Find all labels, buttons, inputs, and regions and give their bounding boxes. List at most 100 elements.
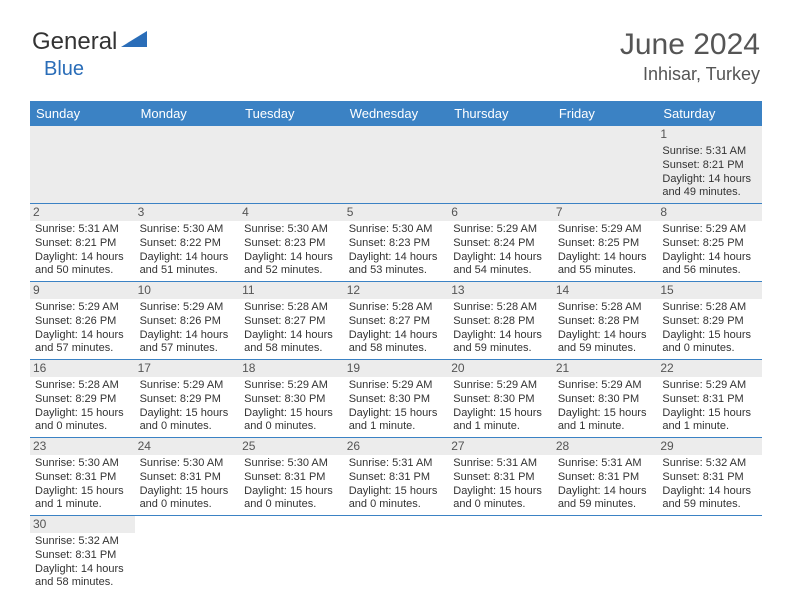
day-info: Sunrise: 5:30 AMSunset: 8:31 PMDaylight:… <box>243 457 340 512</box>
day-number: 14 <box>553 282 658 299</box>
calendar-day-cell: 13 Sunrise: 5:28 AMSunset: 8:28 PMDayligh… <box>448 282 553 360</box>
calendar-day-cell: 15 Sunrise: 5:28 AMSunset: 8:29 PMDayligh… <box>657 282 762 360</box>
day-info: Sunrise: 5:28 AMSunset: 8:27 PMDaylight:… <box>348 301 445 356</box>
day-info: Sunrise: 5:30 AMSunset: 8:31 PMDaylight:… <box>34 457 131 512</box>
calendar-day-cell: 22Sunrise: 5:29 AMSunset: 8:31 PMDayligh… <box>657 360 762 438</box>
day-number: 11 <box>239 282 344 299</box>
calendar-day-cell: 6 Sunrise: 5:29 AMSunset: 8:24 PMDaylight… <box>448 204 553 282</box>
day-number: 7 <box>553 204 658 221</box>
weekday-header: Wednesday <box>344 101 449 126</box>
calendar-day-cell: 20 Sunrise: 5:29 AMSunset: 8:30 PMDayligh… <box>448 360 553 438</box>
logo-text-blue: Blue <box>44 58 84 81</box>
logo-text-general: General <box>32 28 117 56</box>
calendar-week-row: 30 Sunrise: 5:32 AMSunset: 8:31 PMDayligh… <box>30 516 762 594</box>
calendar-day-cell: 14 Sunrise: 5:28 AMSunset: 8:28 PMDayligh… <box>553 282 658 360</box>
calendar-week-row: 1Sunrise: 5:31 AMSunset: 8:21 PMDaylight… <box>30 126 762 204</box>
day-number: 25 <box>239 438 344 455</box>
day-number: 10 <box>135 282 240 299</box>
calendar-day-cell: 18 Sunrise: 5:29 AMSunset: 8:30 PMDayligh… <box>239 360 344 438</box>
weekday-header: Sunday <box>30 101 135 126</box>
day-number: 21 <box>553 360 658 377</box>
calendar-day-cell: 3 Sunrise: 5:30 AMSunset: 8:22 PMDaylight… <box>135 204 240 282</box>
day-info: Sunrise: 5:31 AMSunset: 8:21 PMDaylight:… <box>34 223 131 278</box>
day-info: Sunrise: 5:31 AMSunset: 8:31 PMDaylight:… <box>348 457 445 512</box>
calendar-day-cell: 23 Sunrise: 5:30 AMSunset: 8:31 PMDayligh… <box>30 438 135 516</box>
day-info: Sunrise: 5:30 AMSunset: 8:22 PMDaylight:… <box>139 223 236 278</box>
day-info: Sunrise: 5:29 AMSunset: 8:29 PMDaylight:… <box>139 379 236 434</box>
calendar-week-row: 16 Sunrise: 5:28 AMSunset: 8:29 PMDayligh… <box>30 360 762 438</box>
calendar-day-cell <box>553 516 658 594</box>
day-info: Sunrise: 5:30 AMSunset: 8:23 PMDaylight:… <box>348 223 445 278</box>
day-number: 22 <box>657 360 762 377</box>
logo-triangle-icon <box>121 28 147 56</box>
day-info: Sunrise: 5:30 AMSunset: 8:23 PMDaylight:… <box>243 223 340 278</box>
day-number: 3 <box>135 204 240 221</box>
day-info: Sunrise: 5:28 AMSunset: 8:28 PMDaylight:… <box>557 301 654 356</box>
day-number: 30 <box>30 516 135 533</box>
day-info: Sunrise: 5:29 AMSunset: 8:30 PMDaylight:… <box>452 379 549 434</box>
calendar-day-cell: 8Sunrise: 5:29 AMSunset: 8:25 PMDaylight… <box>657 204 762 282</box>
day-number: 27 <box>448 438 553 455</box>
calendar-day-cell: 25 Sunrise: 5:30 AMSunset: 8:31 PMDayligh… <box>239 438 344 516</box>
day-number: 5 <box>344 204 449 221</box>
day-number: 18 <box>239 360 344 377</box>
day-info: Sunrise: 5:28 AMSunset: 8:28 PMDaylight:… <box>452 301 549 356</box>
calendar-day-cell <box>344 516 449 594</box>
day-info: Sunrise: 5:31 AMSunset: 8:31 PMDaylight:… <box>452 457 549 512</box>
calendar-day-cell: 29Sunrise: 5:32 AMSunset: 8:31 PMDayligh… <box>657 438 762 516</box>
day-number: 13 <box>448 282 553 299</box>
calendar-day-cell: 16 Sunrise: 5:28 AMSunset: 8:29 PMDayligh… <box>30 360 135 438</box>
calendar-day-cell: 9 Sunrise: 5:29 AMSunset: 8:26 PMDaylight… <box>30 282 135 360</box>
header: General June 2024 Inhisar, Turkey <box>0 0 792 95</box>
calendar-day-cell <box>553 126 658 204</box>
calendar-day-cell <box>657 516 762 594</box>
day-number: 23 <box>30 438 135 455</box>
day-number: 20 <box>448 360 553 377</box>
calendar-day-cell: 11 Sunrise: 5:28 AMSunset: 8:27 PMDayligh… <box>239 282 344 360</box>
calendar-day-cell: 1Sunrise: 5:31 AMSunset: 8:21 PMDaylight… <box>657 126 762 204</box>
calendar-day-cell: 2Sunrise: 5:31 AMSunset: 8:21 PMDaylight… <box>30 204 135 282</box>
calendar-day-cell <box>239 516 344 594</box>
calendar-day-cell: 21 Sunrise: 5:29 AMSunset: 8:30 PMDayligh… <box>553 360 658 438</box>
day-info: Sunrise: 5:28 AMSunset: 8:27 PMDaylight:… <box>243 301 340 356</box>
day-info: Sunrise: 5:29 AMSunset: 8:25 PMDaylight:… <box>661 223 758 278</box>
logo: General <box>32 28 149 56</box>
day-info: Sunrise: 5:29 AMSunset: 8:30 PMDaylight:… <box>348 379 445 434</box>
calendar-day-cell: 17 Sunrise: 5:29 AMSunset: 8:29 PMDayligh… <box>135 360 240 438</box>
day-number: 9 <box>30 282 135 299</box>
day-number: 17 <box>135 360 240 377</box>
day-info: Sunrise: 5:32 AMSunset: 8:31 PMDaylight:… <box>34 535 131 590</box>
day-number: 6 <box>448 204 553 221</box>
day-info: Sunrise: 5:29 AMSunset: 8:30 PMDaylight:… <box>243 379 340 434</box>
calendar-week-row: 23Sunrise: 5:30 AMSunset: 8:31 PMDayligh… <box>30 438 762 516</box>
day-number: 1 <box>657 126 762 143</box>
day-info: Sunrise: 5:28 AMSunset: 8:29 PMDaylight:… <box>34 379 131 434</box>
calendar-day-cell: 5 Sunrise: 5:30 AMSunset: 8:23 PMDaylight… <box>344 204 449 282</box>
day-info: Sunrise: 5:31 AMSunset: 8:31 PMDaylight:… <box>557 457 654 512</box>
day-info: Sunrise: 5:29 AMSunset: 8:25 PMDaylight:… <box>557 223 654 278</box>
day-info: Sunrise: 5:28 AMSunset: 8:29 PMDaylight:… <box>661 301 758 356</box>
calendar-day-cell: 19Sunrise: 5:29 AMSunset: 8:30 PMDayligh… <box>344 360 449 438</box>
day-info: Sunrise: 5:29 AMSunset: 8:26 PMDaylight:… <box>34 301 131 356</box>
calendar-day-cell: 27 Sunrise: 5:31 AMSunset: 8:31 PMDayligh… <box>448 438 553 516</box>
calendar-day-cell <box>135 126 240 204</box>
month-title: June 2024 <box>620 28 760 62</box>
day-number: 29 <box>657 438 762 455</box>
calendar-day-cell <box>448 516 553 594</box>
day-number: 28 <box>553 438 658 455</box>
weekday-header: Monday <box>135 101 240 126</box>
location: Inhisar, Turkey <box>620 64 760 85</box>
calendar-day-cell: 30 Sunrise: 5:32 AMSunset: 8:31 PMDayligh… <box>30 516 135 594</box>
day-number: 15 <box>657 282 762 299</box>
day-info: Sunrise: 5:29 AMSunset: 8:30 PMDaylight:… <box>557 379 654 434</box>
weekday-header-row: Sunday Monday Tuesday Wednesday Thursday… <box>30 101 762 126</box>
day-info: Sunrise: 5:30 AMSunset: 8:31 PMDaylight:… <box>139 457 236 512</box>
calendar-day-cell: 7 Sunrise: 5:29 AMSunset: 8:25 PMDaylight… <box>553 204 658 282</box>
day-number: 24 <box>135 438 240 455</box>
calendar-day-cell: 10Sunrise: 5:29 AMSunset: 8:26 PMDayligh… <box>135 282 240 360</box>
calendar-table: Sunday Monday Tuesday Wednesday Thursday… <box>30 101 762 593</box>
weekday-header: Thursday <box>448 101 553 126</box>
day-info: Sunrise: 5:29 AMSunset: 8:24 PMDaylight:… <box>452 223 549 278</box>
day-number: 16 <box>30 360 135 377</box>
calendar-day-cell <box>344 126 449 204</box>
